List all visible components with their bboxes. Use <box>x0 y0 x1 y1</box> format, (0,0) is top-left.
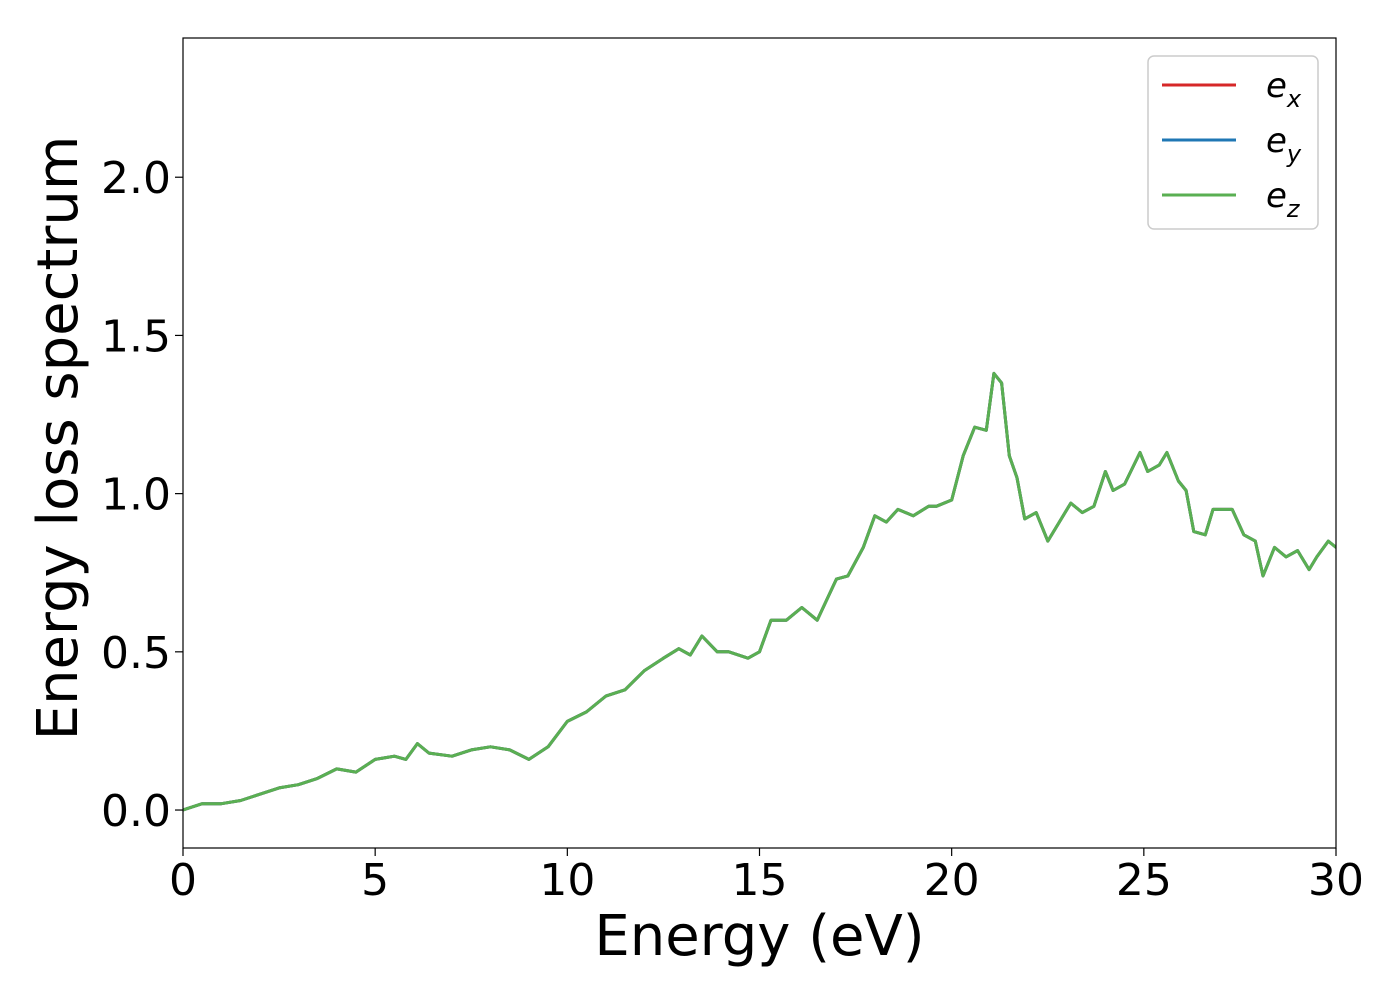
series-line-e-z <box>183 371 1336 812</box>
x-tick-label: 10 <box>539 855 595 906</box>
y-tick-label: 1.0 <box>101 470 171 521</box>
y-tick-label: 1.5 <box>101 311 171 362</box>
x-tick-label: 15 <box>732 855 788 906</box>
legend: ex ey ez <box>1147 55 1319 230</box>
legend-box <box>1147 55 1319 230</box>
series-line-e-x <box>183 371 1336 812</box>
x-tick-label: 25 <box>1116 855 1172 906</box>
x-axis-title: Energy (eV) <box>594 904 924 969</box>
y-tick-label: 2.0 <box>101 153 171 204</box>
series-layer <box>183 371 1336 812</box>
y-axis-title: Energy loss spectrum <box>26 136 91 741</box>
x-tick-label: 30 <box>1308 855 1364 906</box>
x-tick-label: 20 <box>924 855 980 906</box>
x-tick-label: 5 <box>361 855 389 906</box>
y-axis-ticks: 0.0 0.5 1.0 1.5 2.0 <box>101 153 183 837</box>
plot-area <box>183 371 1336 812</box>
series-line-e-y <box>183 371 1336 812</box>
y-tick-label: 0.5 <box>101 628 171 679</box>
x-axis-ticks: 0 5 10 15 20 25 30 <box>169 848 1364 906</box>
legend-label: ex <box>1266 66 1302 113</box>
y-tick-label: 0.0 <box>101 786 171 837</box>
x-tick-label: 0 <box>169 855 197 906</box>
legend-label: ey <box>1266 121 1302 168</box>
legend-label: ez <box>1266 176 1301 223</box>
